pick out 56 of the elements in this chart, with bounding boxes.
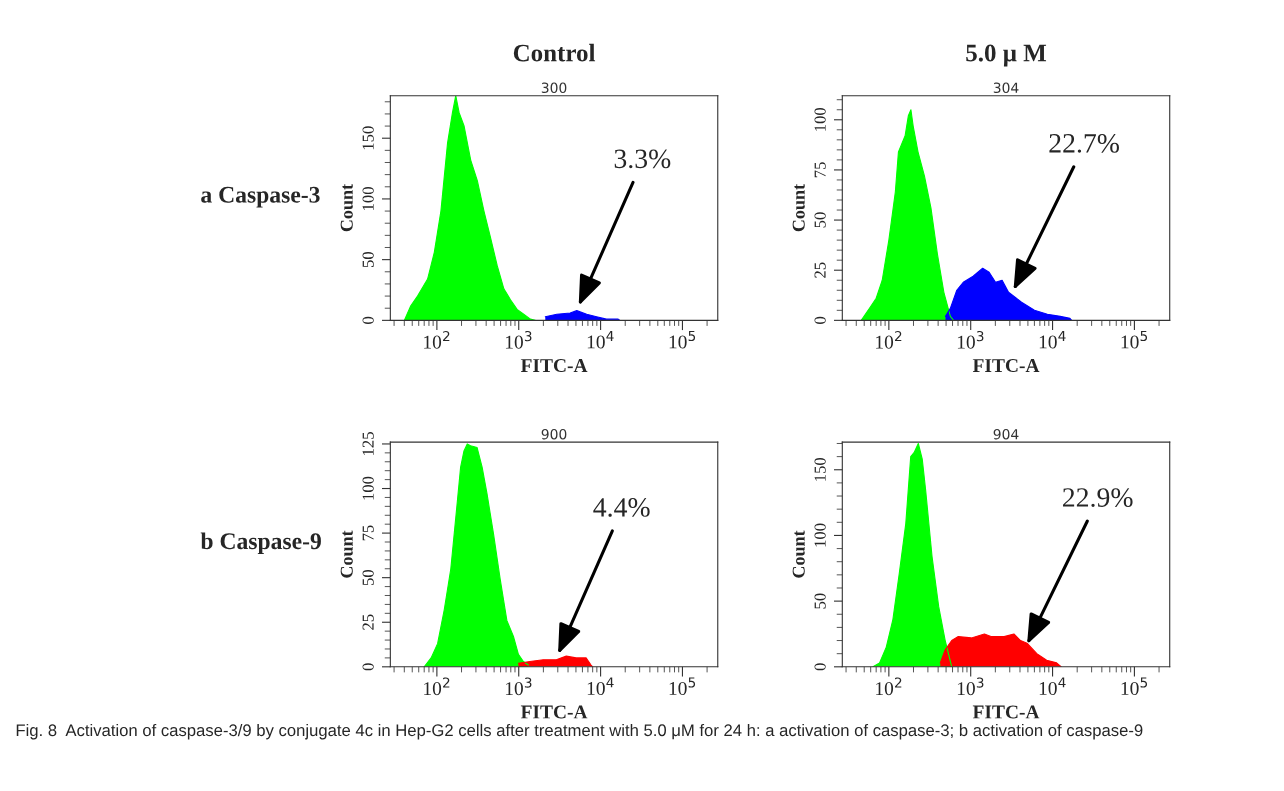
x-tick-label: 10$^{3}$ — [957, 330, 984, 349]
x-tick-label: 10$^{2}$ — [424, 330, 450, 349]
y-tick-label: 0 — [814, 663, 826, 671]
x-tick-label: 10$^{4}$ — [1039, 330, 1066, 349]
x-axis-title: FITC-A — [520, 359, 588, 373]
annotation: 22.9% — [1063, 488, 1133, 508]
y-tick-label: 25 — [362, 614, 374, 630]
y-axis-title: Count — [792, 184, 805, 232]
y-axis-title: Count — [340, 184, 353, 232]
annotation: 4.4% — [593, 498, 650, 517]
text: a Caspase-3 — [201, 186, 320, 208]
x-tick-label: 10$^{3}$ — [505, 330, 532, 349]
y-tick-label: 0 — [362, 316, 374, 324]
y-tick-label: 100 — [362, 187, 374, 210]
chart-subtitle: 900 — [541, 428, 567, 440]
chart-title: Control — [513, 43, 596, 62]
y-tick-label: 75 — [362, 525, 374, 541]
x-axis-title: FITC-A — [520, 705, 588, 719]
y-tick-label: 50 — [814, 593, 826, 609]
chart-subtitle: 304 — [993, 82, 1019, 94]
y-tick-label: 50 — [362, 251, 374, 267]
annotation: 22.7% — [1049, 133, 1119, 153]
x-tick-label: 10$^{5}$ — [1121, 677, 1148, 696]
annotation: 3.3% — [614, 149, 671, 169]
y-tick-label: 0 — [362, 663, 374, 671]
text: b Caspase-9 — [200, 532, 321, 554]
y-axis-title: Count — [792, 530, 805, 578]
x-axis-title: FITC-A — [972, 705, 1040, 719]
chart-title: 5.0 μ M — [966, 44, 1047, 67]
x-tick-label: 10$^{2}$ — [876, 330, 902, 349]
y-axis-title: Count — [340, 530, 353, 578]
y-tick-label: 100 — [362, 476, 374, 500]
y-tick-label: 100 — [814, 107, 826, 131]
x-tick-label: 10$^{5}$ — [669, 330, 696, 349]
x-tick-label: 10$^{4}$ — [587, 330, 614, 349]
chart-subtitle: 300 — [541, 82, 567, 94]
x-tick-label: 10$^{2}$ — [876, 677, 902, 696]
y-tick-label: 50 — [814, 212, 826, 228]
x-tick-label: 10$^{5}$ — [1121, 330, 1148, 349]
y-tick-label: 0 — [814, 316, 826, 324]
x-axis-title: FITC-A — [972, 359, 1040, 373]
y-tick-label: 150 — [362, 126, 374, 150]
y-tick-label: 150 — [814, 457, 826, 481]
y-tick-label: 25 — [814, 262, 826, 278]
y-tick-label: 125 — [362, 432, 374, 455]
y-tick-label: 50 — [362, 569, 374, 586]
x-tick-label: 10$^{2}$ — [424, 677, 450, 696]
x-tick-label: 10$^{3}$ — [957, 677, 984, 696]
x-tick-label: 10$^{4}$ — [1039, 677, 1066, 696]
x-tick-label: 10$^{4}$ — [587, 677, 614, 696]
caption: Fig. 8 Activation of caspase-3/9 by conjugate 4c in Hep-G2 cells after treatment with 5.0 μM for 24 h: a activation of caspase-3; b activation of caspase-9 — [16, 723, 1143, 740]
chart-subtitle: 904 — [993, 428, 1019, 440]
y-tick-label: 100 — [814, 523, 826, 547]
x-tick-label: 10$^{5}$ — [669, 677, 696, 696]
y-tick-label: 75 — [814, 162, 826, 178]
x-tick-label: 10$^{3}$ — [505, 677, 532, 696]
